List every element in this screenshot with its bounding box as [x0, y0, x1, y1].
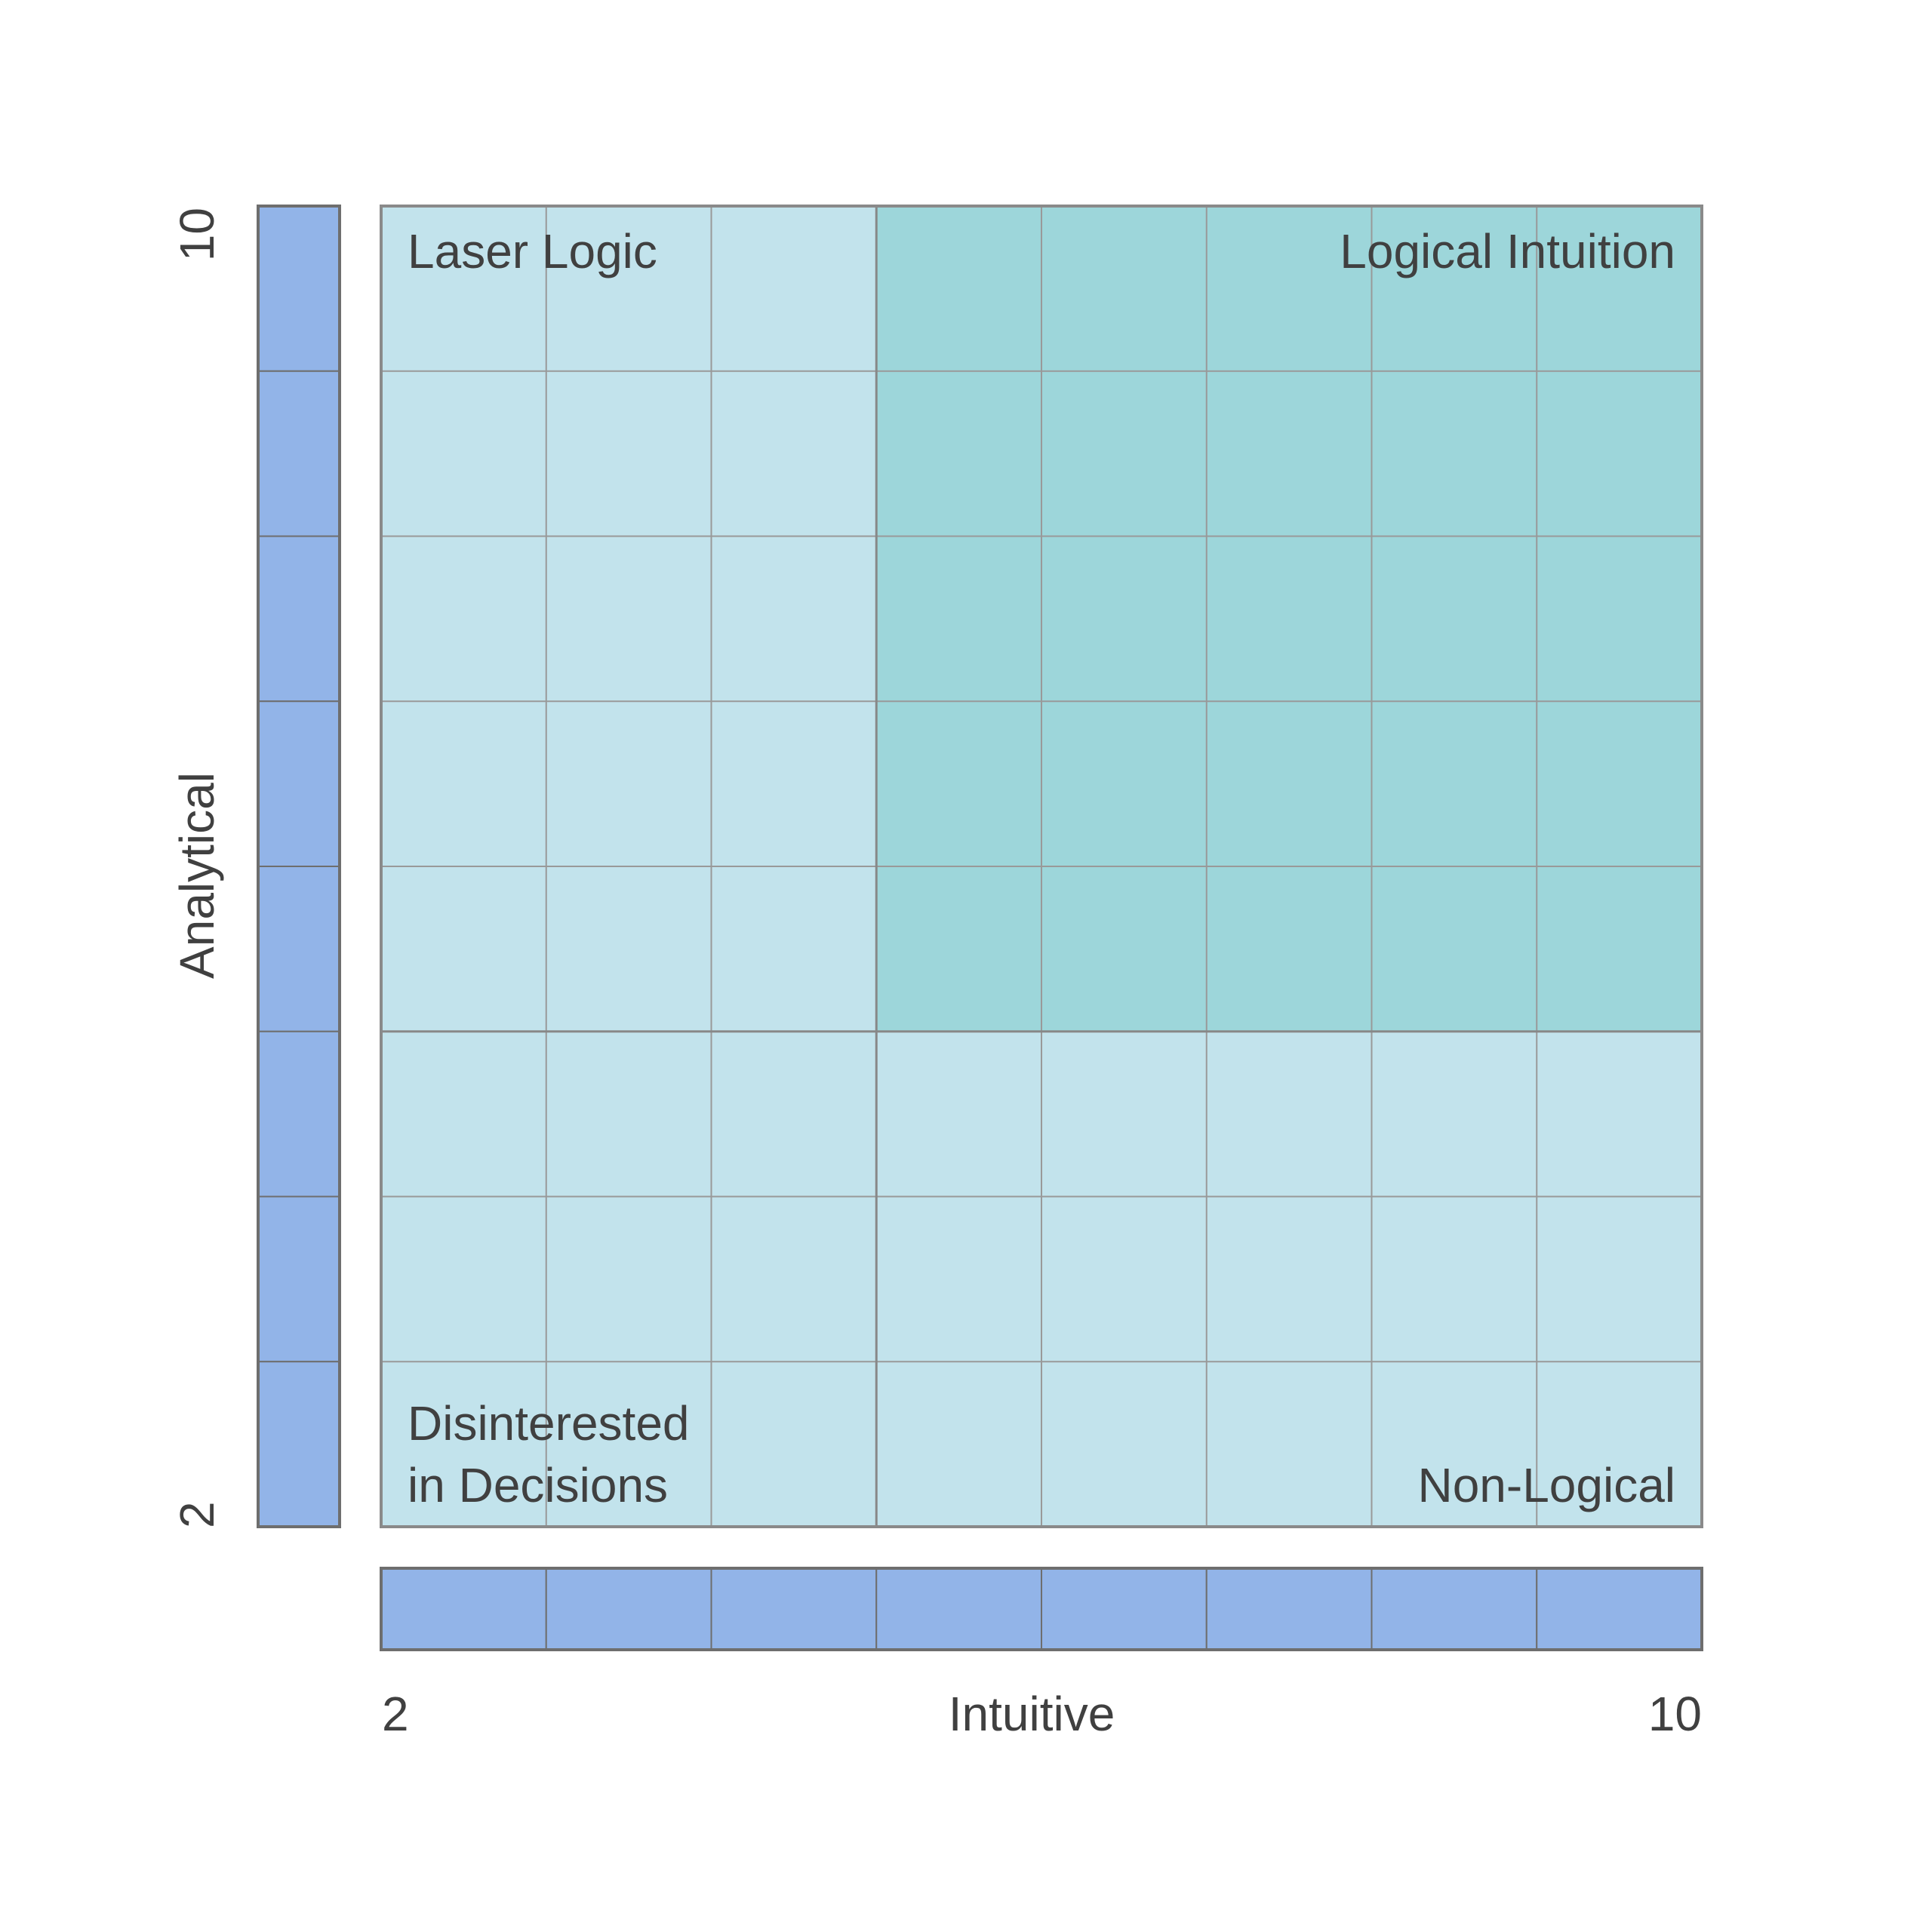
y-axis-bar-segment: [257, 1030, 340, 1198]
y-axis-max-label: 10: [170, 208, 224, 261]
x-axis-bar-segment: [1371, 1567, 1538, 1651]
grid-cell: [1206, 1361, 1372, 1527]
grid-cell: [381, 701, 547, 867]
grid-cell: [1206, 1196, 1372, 1362]
y-axis-bar-segment: [257, 1361, 340, 1527]
quadrant-label-bottom-right: Non-Logical: [1417, 1458, 1675, 1512]
grid-cell: [546, 1361, 712, 1527]
x-axis-bar-segment: [1205, 1567, 1373, 1651]
grid-cell: [711, 866, 877, 1032]
grid-cell-highlight: [1371, 371, 1537, 537]
grid-cell-highlight: [1371, 206, 1537, 372]
quadrant-label-bottom-left-line2: in Decisions: [408, 1458, 668, 1512]
grid-cell-highlight: [1041, 206, 1208, 372]
grid-cell: [546, 536, 712, 702]
grid-cell-highlight: [876, 206, 1042, 372]
grid-cell-highlight: [1206, 536, 1372, 702]
grid-cell-highlight: [1206, 206, 1372, 372]
x-axis-bar-segment: [1041, 1567, 1208, 1651]
x-axis-bar: [380, 1567, 1703, 1651]
grid-cell-highlight: [1206, 701, 1372, 867]
grid-cell: [546, 866, 712, 1032]
x-axis-bar-segment: [380, 1567, 547, 1651]
grid-cell: [546, 1031, 712, 1197]
grid-cell: [381, 536, 547, 702]
y-axis-bar-segment: [257, 535, 340, 703]
y-axis-bar-segment: [257, 700, 340, 867]
quadrant-label-top-left: Laser Logic: [408, 224, 657, 278]
grid-cell: [1537, 1361, 1703, 1527]
grid-cell: [381, 866, 547, 1032]
x-axis-bar-segment: [875, 1567, 1042, 1651]
grid-cell-highlight: [1206, 866, 1372, 1032]
grid-cell: [1041, 1031, 1208, 1197]
y-axis-bar-border: [257, 205, 341, 1528]
quadrant-label-top-right: Logical Intuition: [1340, 224, 1675, 278]
y-axis-min-label: 2: [170, 1501, 224, 1528]
grid-cell-highlight: [1537, 701, 1703, 867]
grid-cell-highlight: [1041, 536, 1208, 702]
grid-cell: [1041, 1361, 1208, 1527]
grid-cell: [876, 1031, 1042, 1197]
grid-cell-highlight: [1371, 701, 1537, 867]
x-axis-bar-segment: [1536, 1567, 1703, 1651]
grid-cell: [876, 1196, 1042, 1362]
grid-cell: [381, 1196, 547, 1362]
grid-cell-highlight: [1041, 866, 1208, 1032]
grid-lines: [381, 206, 1702, 1527]
quadrant-label-bottom-left-line1: Disinterested: [408, 1396, 690, 1451]
grid-cells: [381, 206, 1703, 1527]
y-axis-bar-segment: [257, 205, 340, 372]
grid-cell: [711, 1196, 877, 1362]
grid-cell-highlight: [1371, 866, 1537, 1032]
x-axis-max-label: 10: [1648, 1687, 1702, 1741]
grid-cell: [711, 206, 877, 372]
grid-cell: [1371, 1196, 1537, 1362]
grid-cell-highlight: [1537, 866, 1703, 1032]
grid-cell: [711, 701, 877, 867]
y-axis-bar-segment: [257, 1195, 340, 1363]
x-axis-bar-segment: [545, 1567, 712, 1651]
grid-cell: [381, 206, 547, 372]
x-axis-title: Intuitive: [949, 1687, 1115, 1741]
grid-cell: [1371, 1361, 1537, 1527]
grid-cell: [1371, 1031, 1537, 1197]
y-axis-bar: [257, 205, 341, 1528]
x-axis-bar-border: [380, 1567, 1703, 1651]
y-axis-bar-segment: [257, 370, 340, 537]
grid-cell: [381, 1031, 547, 1197]
grid-cell: [1537, 1196, 1703, 1362]
y-axis-bar-segment: [257, 866, 340, 1032]
grid-cell: [546, 701, 712, 867]
y-axis-title: Analytical: [170, 772, 224, 979]
grid-cell: [546, 206, 712, 372]
x-axis-min-label: 2: [382, 1687, 409, 1741]
grid-cell: [711, 536, 877, 702]
grid-frame: [380, 205, 1703, 1528]
grid-cell-highlight: [1537, 206, 1703, 372]
grid-cell: [546, 371, 712, 537]
grid-cell: [711, 371, 877, 537]
grid-cell-highlight: [1041, 701, 1208, 867]
grid-cell-highlight: [876, 866, 1042, 1032]
grid-cell-highlight: [876, 536, 1042, 702]
x-axis-bar-segment: [710, 1567, 878, 1651]
grid-cell-highlight: [1041, 371, 1208, 537]
grid-cell: [1041, 1196, 1208, 1362]
grid-cell: [1537, 1031, 1703, 1197]
grid-cell-highlight: [1537, 371, 1703, 537]
grid-cell-highlight: [1206, 371, 1372, 537]
grid-cell: [711, 1361, 877, 1527]
grid-cell-highlight: [1371, 536, 1537, 702]
grid-cell: [381, 371, 547, 537]
grid-cell: [381, 1361, 547, 1527]
grid-cell-highlight: [876, 701, 1042, 867]
grid-cell-highlight: [1537, 536, 1703, 702]
grid-cell: [1206, 1031, 1372, 1197]
grid-cell: [546, 1196, 712, 1362]
grid-cell: [711, 1031, 877, 1197]
grid-cell-highlight: [876, 371, 1042, 537]
grid-cell: [876, 1361, 1042, 1527]
